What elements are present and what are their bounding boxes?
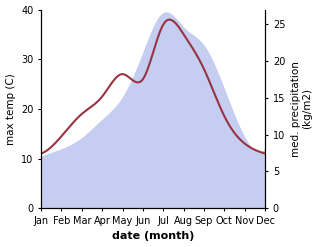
Y-axis label: med. precipitation
(kg/m2): med. precipitation (kg/m2)	[291, 61, 313, 157]
Y-axis label: max temp (C): max temp (C)	[5, 73, 16, 145]
X-axis label: date (month): date (month)	[112, 231, 194, 242]
